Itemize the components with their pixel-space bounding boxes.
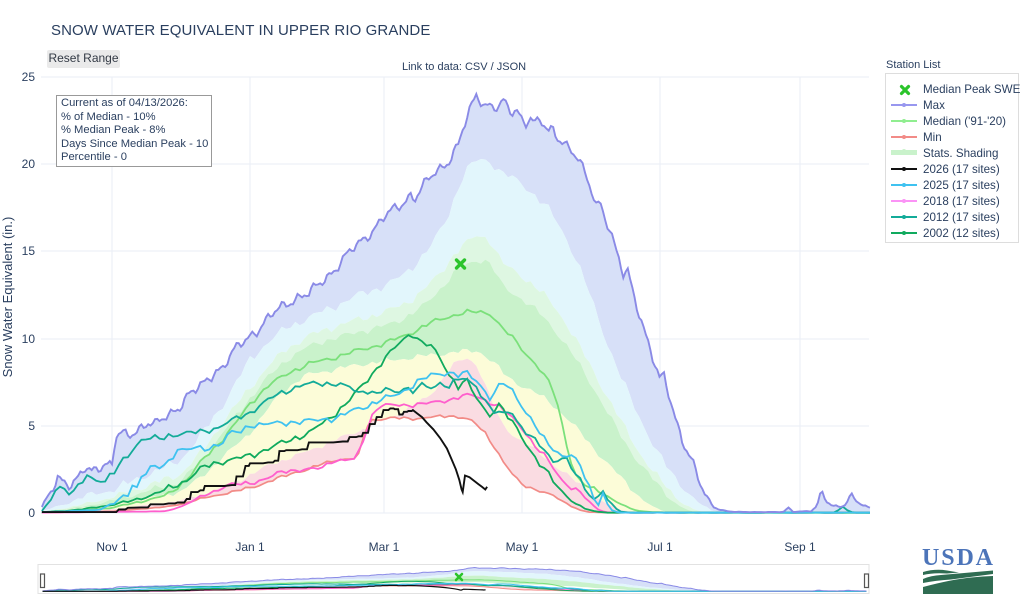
svg-text:Mar 1: Mar 1 — [369, 540, 400, 554]
svg-text:0: 0 — [28, 506, 35, 520]
svg-text:Nov 1: Nov 1 — [96, 540, 128, 554]
svg-text:5: 5 — [28, 419, 35, 433]
svg-text:25: 25 — [22, 70, 36, 84]
svg-text:15: 15 — [22, 244, 36, 258]
svg-text:May 1: May 1 — [506, 540, 539, 554]
svg-text:Snow Water Equivalent (in.): Snow Water Equivalent (in.) — [0, 217, 15, 378]
svg-text:Jan 1: Jan 1 — [235, 540, 265, 554]
svg-text:Sep 1: Sep 1 — [784, 540, 816, 554]
svg-text:Jul 1: Jul 1 — [647, 540, 673, 554]
svg-text:10: 10 — [22, 332, 36, 346]
svg-text:20: 20 — [22, 157, 36, 171]
svg-text:USDA: USDA — [922, 546, 994, 571]
